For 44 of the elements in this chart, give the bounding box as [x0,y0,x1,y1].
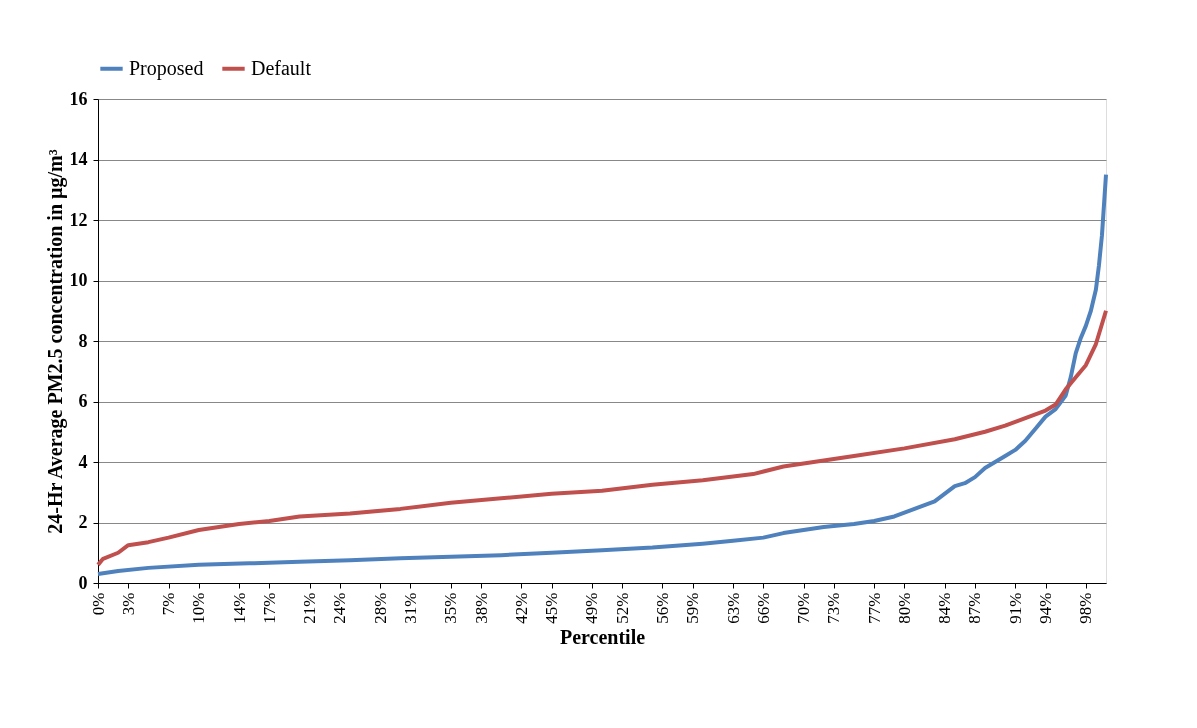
y-axis-title: 24-Hr Average PM2.5 concentration in µg/m³ [43,149,67,534]
line-series [96,172,1108,576]
y-tick-label: 2 [78,512,88,532]
x-tick-label: 87% [965,592,985,624]
x-tick-label: 59% [683,592,703,624]
x-tick-label: 35% [441,592,461,624]
x-tick-label: 80% [894,592,914,624]
x-tick-label: 49% [582,592,602,624]
x-tick-label: 10% [189,592,209,624]
x-tick-label: 24% [330,592,350,624]
x-tick-label: 66% [753,592,773,624]
x-tick-label: 91% [1005,592,1025,624]
y-tick-label: 8 [78,330,88,351]
legend-label: Default [251,56,312,79]
x-tick-label: 0% [88,592,108,616]
legend-label: Proposed [129,56,204,80]
x-tick-label: 94% [1036,592,1056,624]
y-tick-label: 0 [78,572,88,593]
x-tick-label: 38% [471,592,491,624]
x-tick-label: 56% [652,592,672,624]
x-tick-label: 28% [370,592,390,624]
y-tick-label: 6 [78,391,88,411]
y-tick-label: 12 [69,209,88,230]
x-tick-label: 73% [824,592,844,624]
y-tick-label: 16 [69,88,88,109]
x-tick-label: 70% [794,592,814,624]
x-tick-label: 42% [511,592,531,624]
x-tick-label: 52% [612,592,632,624]
x-tick-label: 17% [259,592,279,624]
x-tick-label: 31% [400,592,420,624]
y-tick-label: 4 [78,451,88,472]
x-tick-label: 7% [159,592,179,616]
x-tick-label: 21% [300,592,320,624]
y-tick-label: 14 [69,149,88,169]
x-tick-label: 45% [542,592,562,624]
x-axis-title: Percentile [559,625,646,648]
x-tick-label: 98% [1076,592,1096,624]
x-tick-label: 63% [723,592,743,624]
x-tick-label: 14% [229,592,249,624]
y-tick-label: 10 [69,270,88,290]
x-tick-label: 3% [118,592,138,616]
x-tick-label: 77% [864,592,884,624]
line-series [96,308,1108,567]
x-tick-label: 84% [935,592,955,624]
